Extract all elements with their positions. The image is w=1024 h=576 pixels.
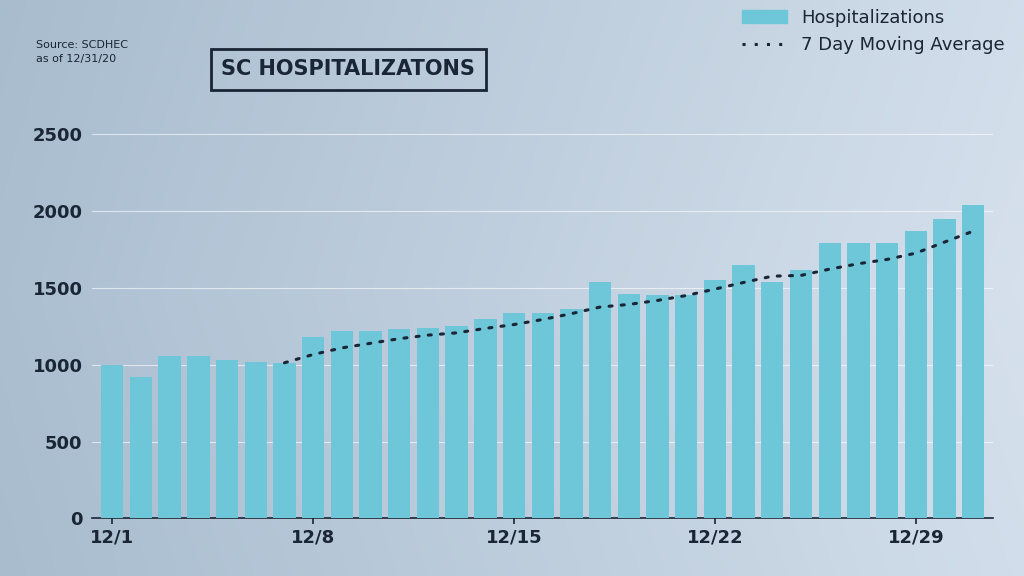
- Bar: [273, 363, 296, 518]
- Bar: [245, 362, 267, 518]
- Bar: [302, 337, 325, 518]
- Text: Source: SCDHEC
as of 12/31/20: Source: SCDHEC as of 12/31/20: [36, 40, 128, 63]
- Bar: [761, 282, 783, 518]
- Bar: [904, 231, 927, 518]
- Bar: [101, 365, 124, 518]
- Bar: [388, 329, 411, 518]
- Bar: [216, 360, 239, 518]
- Bar: [790, 270, 812, 518]
- Bar: [187, 357, 210, 518]
- Bar: [818, 244, 841, 518]
- Bar: [847, 242, 869, 518]
- Legend: Hospitalizations, 7 Day Moving Average: Hospitalizations, 7 Day Moving Average: [741, 9, 1005, 54]
- Bar: [359, 331, 382, 518]
- Bar: [503, 313, 525, 518]
- Bar: [876, 244, 898, 518]
- Bar: [646, 295, 669, 518]
- Bar: [445, 327, 468, 518]
- Bar: [933, 219, 955, 518]
- Bar: [589, 282, 611, 518]
- Text: SC HOSPITALIZATONS: SC HOSPITALIZATONS: [221, 59, 475, 79]
- Bar: [560, 309, 583, 518]
- Bar: [159, 355, 181, 518]
- Bar: [331, 331, 353, 518]
- Bar: [617, 294, 640, 518]
- Bar: [732, 265, 755, 518]
- Bar: [675, 295, 697, 518]
- Bar: [531, 313, 554, 518]
- Bar: [417, 328, 439, 518]
- Bar: [130, 377, 153, 518]
- Bar: [962, 205, 984, 518]
- Bar: [474, 320, 497, 518]
- Bar: [703, 281, 726, 518]
